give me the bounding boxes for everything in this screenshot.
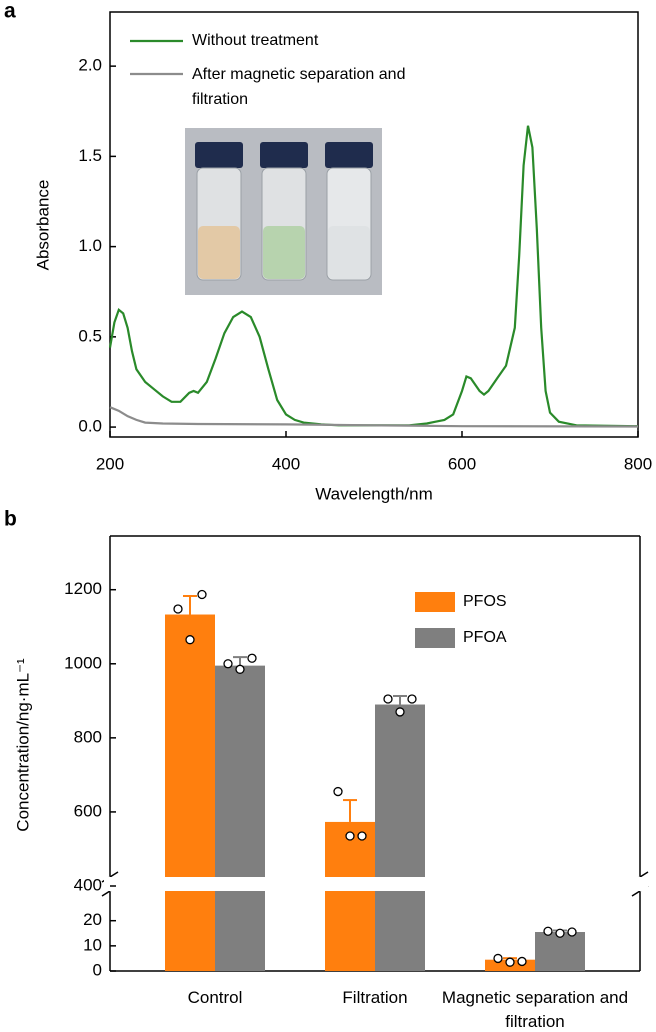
- x-tick-label: Control: [187, 988, 243, 1007]
- x-tick-label: 600: [448, 454, 476, 473]
- data-point: [333, 786, 343, 797]
- data-point: [395, 707, 405, 717]
- data-point: [235, 664, 245, 674]
- data-point: [555, 928, 565, 938]
- y-tick-label: 1200: [64, 579, 102, 598]
- bar: [165, 614, 215, 971]
- y-axis-label: Concentration/ng·mL⁻¹: [13, 658, 32, 832]
- data-point: [173, 604, 183, 614]
- legend-label: PFOS: [463, 593, 507, 610]
- axis-break-gap: [104, 877, 648, 891]
- data-point: [357, 831, 367, 841]
- data-point: [185, 635, 195, 645]
- y-tick-label: 2.0: [78, 56, 102, 75]
- data-point: [493, 953, 503, 964]
- x-axis-label: Wavelength/nm: [315, 484, 432, 503]
- data-point: [223, 659, 233, 669]
- legend-swatch: [415, 592, 455, 612]
- bar: [325, 821, 375, 971]
- data-point: [345, 831, 355, 841]
- plot-frame: [109, 11, 639, 438]
- y-tick-label: 1.5: [78, 146, 102, 165]
- data-point: [247, 653, 257, 663]
- line-series: [109, 406, 639, 428]
- panel-label: b: [4, 508, 17, 531]
- x-tick-label: Filtration: [342, 988, 408, 1007]
- y-tick-label: 1000: [64, 653, 102, 672]
- x-tick-label: Magnetic separation and filtration: [441, 988, 629, 1031]
- y-tick-label: 1.0: [78, 236, 102, 255]
- bar: [535, 932, 585, 971]
- panel-label: a: [4, 0, 16, 23]
- y-tick-label: 600: [74, 801, 102, 820]
- legend-label: After magnetic separation and filtration: [192, 66, 406, 108]
- legend-swatch: [415, 628, 455, 648]
- y-tick-label: 800: [74, 727, 102, 746]
- data-point: [543, 926, 553, 936]
- y-tick-label: 10: [83, 935, 102, 954]
- data-point: [567, 927, 577, 937]
- y-tick-label: 20: [83, 910, 102, 929]
- data-point: [197, 589, 207, 600]
- bar: [215, 665, 265, 971]
- y-tick-label: 0.5: [78, 326, 102, 345]
- x-tick-label: 200: [96, 454, 124, 473]
- y-tick-label: 0: [93, 960, 102, 979]
- legend-label: PFOA: [463, 629, 507, 646]
- bar: [375, 704, 425, 971]
- y-tick-label: 0.0: [78, 417, 102, 436]
- legend-label: Without treatment: [192, 32, 319, 49]
- y-tick-label: 400: [74, 875, 102, 894]
- y-axis-label: Absorbance: [33, 180, 52, 271]
- data-point: [383, 694, 393, 704]
- data-point: [505, 957, 515, 967]
- inset-photo: [185, 128, 382, 295]
- x-tick-label: 800: [624, 454, 652, 473]
- data-point: [407, 694, 417, 704]
- data-point: [517, 956, 527, 967]
- x-tick-label: 400: [272, 454, 300, 473]
